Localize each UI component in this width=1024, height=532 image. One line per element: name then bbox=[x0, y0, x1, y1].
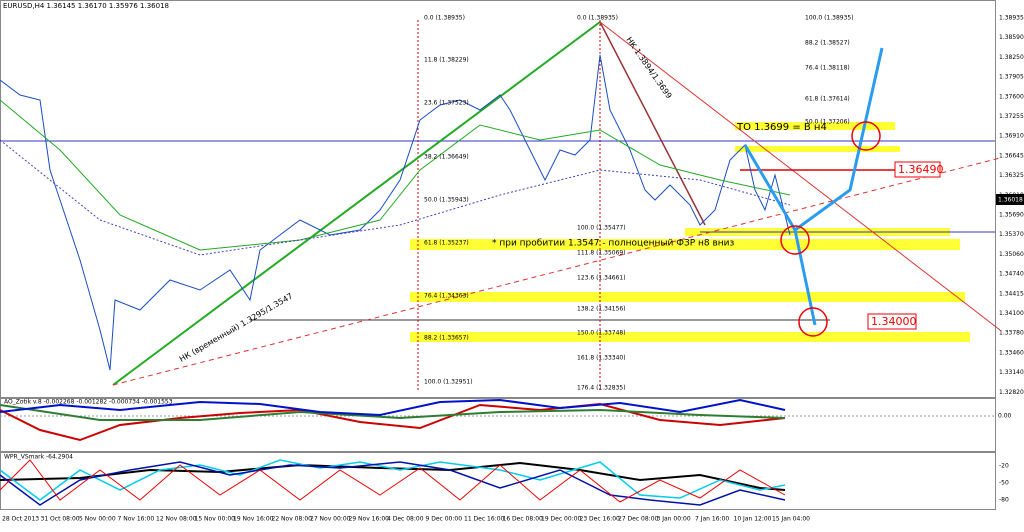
level-label: 1.36490 bbox=[898, 163, 944, 176]
fib-label: 61.8 (1.35237) bbox=[424, 240, 469, 247]
price-axis-label: 1.37600 bbox=[999, 93, 1024, 100]
indicator-axis-label: -50 bbox=[999, 480, 1009, 487]
fib-label: 138.2 (1.34156) bbox=[577, 306, 626, 313]
price-axis-label: 1.38590 bbox=[999, 34, 1024, 41]
date-axis-label: 16 Dec 08:00 bbox=[503, 516, 544, 523]
date-axis-label: 15 Jan 04:00 bbox=[772, 516, 810, 523]
price-axis-label: 1.37905 bbox=[999, 74, 1024, 81]
fib-label: 111.8 (1.35069) bbox=[577, 250, 626, 257]
date-axis-label: 11 Dec 16:00 bbox=[464, 516, 505, 523]
fib-label: 100.0 (1.38935) bbox=[805, 15, 854, 22]
price-axis-label: 1.33780 bbox=[999, 330, 1024, 337]
fib-label: 176.4 (1.32835) bbox=[577, 385, 626, 392]
fib-label: 76.4 (1.38118) bbox=[805, 65, 850, 72]
price-axis-label: 1.37255 bbox=[999, 113, 1024, 120]
price-axis-label: 1.36645 bbox=[999, 152, 1024, 159]
fib-label: 161.8 (1.33340) bbox=[577, 355, 626, 362]
date-axis-label: 23 Dec 16:00 bbox=[580, 516, 621, 523]
fib-label: 100.0 (1.32951) bbox=[424, 379, 473, 386]
indicator-label: AO_Zotik v.8 -0.002268 -0.001282 -0.0007… bbox=[4, 399, 173, 406]
date-axis-label: 19 Dec 00:00 bbox=[541, 516, 582, 523]
date-axis-label: 28 Oct 2013 bbox=[2, 516, 39, 523]
price-axis-label: 1.36910 bbox=[999, 133, 1024, 140]
price-axis-label: 1.34740 bbox=[999, 271, 1024, 278]
price-axis-label: 1.35060 bbox=[999, 251, 1024, 258]
price-axis-label: 1.32820 bbox=[999, 389, 1024, 396]
price-axis-label: 1.34100 bbox=[999, 310, 1024, 317]
fib-label: 50.0 (1.37206) bbox=[805, 119, 850, 126]
fib-label: 88.2 (1.38527) bbox=[805, 40, 850, 47]
fib-label: 23.6 (1.37523) bbox=[424, 100, 469, 107]
fib-label: 50.0 (1.35943) bbox=[424, 197, 469, 204]
fib-label: 150.0 (1.33748) bbox=[577, 330, 626, 337]
price-axis-label: 1.35690 bbox=[999, 212, 1024, 219]
chart-header: EURUSD,H4 1.36145 1.36170 1.35976 1.3601… bbox=[3, 2, 169, 10]
price-axis-label: 1.35370 bbox=[999, 231, 1024, 238]
date-axis-label: 27 Nov 00:00 bbox=[310, 516, 351, 523]
current-price: 1.36018 bbox=[998, 197, 1023, 204]
date-axis-label: 5 Nov 00:00 bbox=[79, 516, 116, 523]
date-axis-label: 27 Dec 08:00 bbox=[618, 516, 659, 523]
price-axis-label: 1.33140 bbox=[999, 369, 1024, 376]
indicator-axis-label: -20 bbox=[999, 463, 1009, 470]
fib-label: 0.0 (1.38935) bbox=[577, 15, 618, 22]
date-axis-label: 22 Nov 08:00 bbox=[272, 516, 313, 523]
price-axis-label: 1.34415 bbox=[999, 290, 1024, 297]
fib-label: 88.2 (1.33657) bbox=[424, 335, 469, 342]
date-axis-label: 10 Jan 12:00 bbox=[734, 516, 772, 523]
price-axis-label: 1.33460 bbox=[999, 349, 1024, 356]
date-axis-label: 19 Nov 16:00 bbox=[233, 516, 274, 523]
fib-label: 38.2 (1.36649) bbox=[424, 154, 469, 161]
fib-label: 61.8 (1.37614) bbox=[805, 96, 850, 103]
date-axis-label: 7 Nov 16:00 bbox=[118, 516, 155, 523]
date-axis-label: 7 Jan 16:00 bbox=[695, 516, 729, 523]
date-axis-label: 9 Dec 00:00 bbox=[426, 516, 463, 523]
date-axis-label: 15 Nov 00:00 bbox=[195, 516, 236, 523]
date-axis-label: 31 Oct 08:00 bbox=[41, 516, 80, 523]
price-axis-label: 1.38935 bbox=[999, 15, 1024, 22]
fib-label: 100.0 (1.35477) bbox=[577, 225, 626, 232]
annotation: * при пробитии 1.3547 - полноценный ФЗР … bbox=[492, 239, 735, 249]
fib-label: 76.4 (1.34363) bbox=[424, 293, 469, 300]
price-axis-label: 1.36018 bbox=[999, 192, 1024, 199]
date-axis-label: 4 Dec 08:00 bbox=[387, 516, 424, 523]
date-axis-label: 3 Jan 00:00 bbox=[657, 516, 691, 523]
level-label: 1.34000 bbox=[871, 315, 917, 328]
price-axis-label: 1.36325 bbox=[999, 172, 1024, 179]
date-axis-label: 12 Nov 08:00 bbox=[156, 516, 197, 523]
fib-label: 0.0 (1.38935) bbox=[424, 15, 465, 22]
date-axis-label: 29 Nov 16:00 bbox=[349, 516, 390, 523]
annotation: TO 1.3699 = B н4 bbox=[736, 122, 827, 133]
fib-label: 11.8 (1.38229) bbox=[424, 57, 469, 64]
fib-label: 123.6 (1.34661) bbox=[577, 275, 626, 282]
indicator-axis-label: -80 bbox=[999, 497, 1009, 504]
indicator-label: WPR_VSmark -64.2904 bbox=[4, 454, 73, 461]
indicator-axis-label: 0.00 bbox=[998, 413, 1012, 420]
price-axis-label: 1.38250 bbox=[999, 54, 1024, 61]
